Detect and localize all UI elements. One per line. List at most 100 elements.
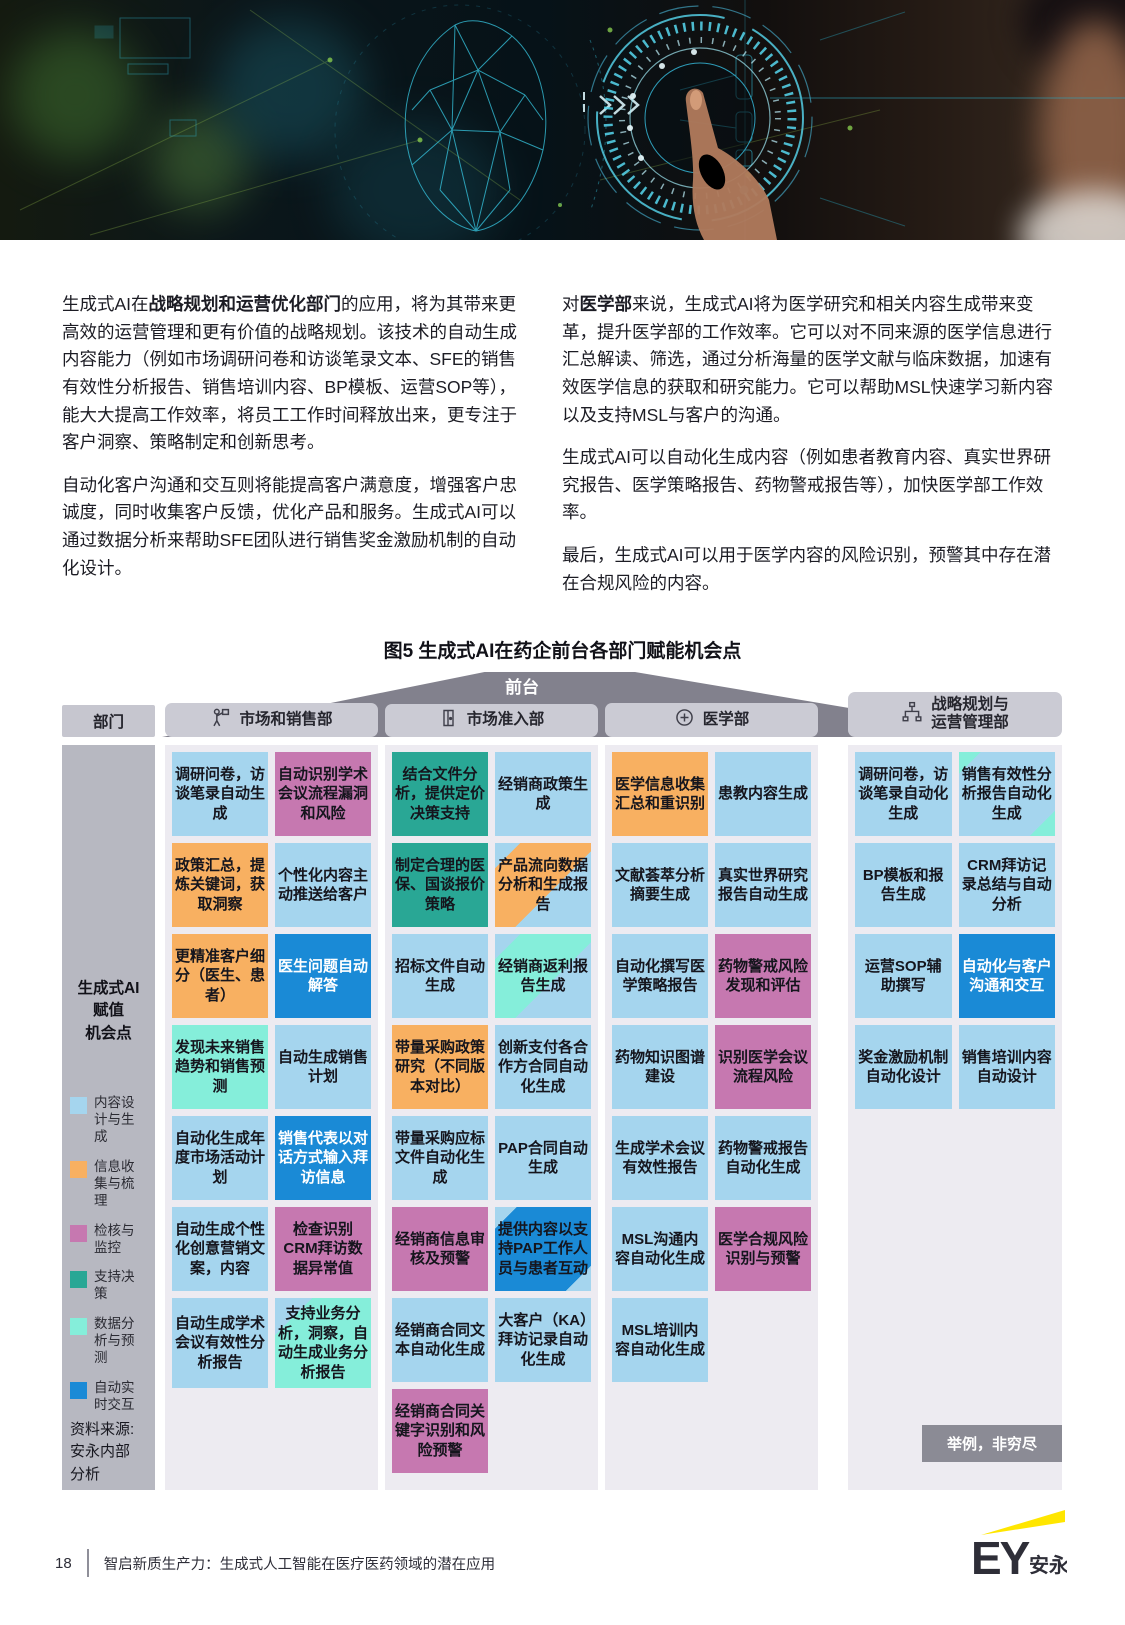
dept-column-header-cell: 部门 xyxy=(62,705,155,737)
note-badge: 举例，非穷尽 xyxy=(921,1425,1062,1462)
legend-label: 自动实时交互 xyxy=(94,1379,135,1412)
opportunity-cell: PAP合同自动生成 xyxy=(495,1116,591,1200)
paragraph: 生成式AI可以自动化生成内容（例如患者教育内容、真实世界研究报告、医学策略报告、… xyxy=(562,447,1052,523)
bold-dept-name: 战略规划和运营优化部门 xyxy=(148,294,342,314)
presenter-icon xyxy=(210,707,231,733)
opportunity-cell: 结合文件分析，提供定价决策支持 xyxy=(392,752,488,836)
legend-item: 自动实时交互 xyxy=(70,1380,147,1414)
figure-diagram: 前台 部门 市场和销售部 市场准入部 医学部 战略规划与 运营管理部 生成式AI 赋值 … xyxy=(62,672,1062,1490)
bold-dept-name: 医学部 xyxy=(579,294,633,314)
opportunity-cell: 提供内容以支持PAP工作人员与患者互动 xyxy=(495,1207,591,1291)
opportunity-cell: 销售培训内容自动设计 xyxy=(958,1025,1055,1109)
dept-tab-label: 医学部 xyxy=(702,710,750,728)
opportunity-cell: 自动生成学术会议有效性分析报告 xyxy=(172,1298,268,1388)
paragraph: 自动化客户沟通和交互则将能提高客户满意度，增强客户忠诚度，同时收集客户反馈，优化… xyxy=(62,474,517,578)
opportunity-cell: 药物警戒风险发现和评估 xyxy=(715,934,811,1018)
opportunity-cell: 药物警戒报告自动化生成 xyxy=(715,1116,811,1200)
sidebar: 生成式AI 赋值 机会点 内容设计与生成 信息收集与梳理 检核与监控 支持决策 数据分析… xyxy=(62,745,155,1490)
hero-image xyxy=(0,0,1125,240)
legend-item: 数据分析与预测 xyxy=(70,1316,147,1367)
chevron-arrows-icon xyxy=(583,92,640,115)
teal-bokeh xyxy=(330,120,500,240)
paragraph: 最后，生成式AI可以用于医学内容的风险识别，预警其中存在潜在合规风险的内容。 xyxy=(562,545,1052,593)
opportunity-cell: 生成学术会议有效性报告 xyxy=(612,1116,708,1200)
ey-logo: EY 安永 xyxy=(955,1508,1069,1587)
legend-label: 内容设计与生成 xyxy=(94,1095,135,1145)
hero-lineart xyxy=(19,0,1125,240)
legend-label: 信息收集与梳理 xyxy=(94,1159,135,1208)
opportunity-cell: 自动化生成年度市场活动计划 xyxy=(172,1116,268,1200)
opportunity-cell: 经销商返利报告生成 xyxy=(495,934,591,1018)
legend-swatch xyxy=(70,1224,87,1242)
ey-beam-icon xyxy=(981,1510,1065,1535)
opportunity-cell: 政策汇总，提炼关键词，获取洞察 xyxy=(172,843,268,927)
opportunity-cell: BP模板和报告生成 xyxy=(855,843,952,927)
front-office-label: 前台 xyxy=(505,678,539,697)
dept-tab-label: 市场和销售部 xyxy=(239,710,333,728)
paragraph: 生成式AI在战略规划和运营优化部门的应用，将为其带来更高效的运营管理和更有价值的… xyxy=(62,294,517,453)
diagram-body: 生成式AI 赋值 机会点 内容设计与生成 信息收集与梳理 检核与监控 支持决策 数据分析… xyxy=(62,745,1062,1490)
opportunity-cell: 运营SOP辅助撰写 xyxy=(855,934,952,1018)
legend-label: 数据分析与预测 xyxy=(94,1316,135,1365)
opportunity-cell: 文献荟萃分析摘要生成 xyxy=(612,843,708,927)
opportunity-cell: 患教内容生成 xyxy=(715,752,811,836)
opportunity-cell: 调研问卷，访谈笔录自动化生成 xyxy=(855,752,952,836)
door-icon xyxy=(439,708,459,733)
dept-tab-4: 战略规划与 运营管理部 xyxy=(848,691,1062,737)
medical-cross-icon xyxy=(674,707,695,733)
dept-strip-1: 调研问卷，访谈笔录自动生成 自动识别学术会议流程漏洞和风险 政策汇总，提炼关键词，获… xyxy=(165,745,378,1490)
dept-tab-label: 市场准入部 xyxy=(466,711,545,729)
opportunity-cell: 医学合规风险识别与预警 xyxy=(715,1207,811,1291)
opportunity-cell: 药物知识图谱建设 xyxy=(612,1025,708,1109)
opportunity-cell: 产品流向数据分析和生成报告 xyxy=(495,843,591,927)
empty-cell xyxy=(495,1389,591,1473)
green-bokeh xyxy=(150,110,250,210)
dept-tab-3: 医学部 xyxy=(605,703,818,737)
opportunity-cell: 自动生成个性化创意营销文案，内容 xyxy=(172,1207,268,1291)
opportunity-cell: 销售有效性分析报告自动化生成 xyxy=(958,752,1055,836)
opportunity-cell: 销售代表以对话方式输入拜访信息 xyxy=(275,1116,371,1200)
opportunity-cell: 经销商信息审核及预警 xyxy=(392,1207,488,1291)
opportunity-cell: 创新支付各合作方合同自动化生成 xyxy=(495,1025,591,1109)
legend-swatch xyxy=(70,1161,87,1179)
ey-logo-cn: 安永 xyxy=(1029,1553,1067,1577)
ey-logo-text: EY xyxy=(971,1532,1030,1582)
sidebar-title: 生成式AI 赋值 机会点 xyxy=(77,980,140,1042)
opportunity-cell: 个性化内容主动推送给客户 xyxy=(275,843,371,927)
teal-bokeh xyxy=(215,20,365,160)
intro-right-column: 对医学部来说，生成式AI将为医学研究和相关内容生成带来变革，提升医学部的工作效率… xyxy=(562,291,1066,612)
opportunity-cell: 医学信息收集汇总和重识别 xyxy=(612,752,708,836)
legend-swatch xyxy=(70,1097,87,1115)
opportunity-cell: 识别医学会议流程风险 xyxy=(715,1025,811,1109)
opportunity-cell: 经销商政策生成 xyxy=(495,752,591,836)
empty-cell xyxy=(715,1298,811,1382)
opportunity-cell: 自动化撰写医学策略报告 xyxy=(612,934,708,1018)
opportunity-cell: 自动识别学术会议流程漏洞和风险 xyxy=(275,752,371,836)
dept-strip-3: 医学信息收集汇总和重识别 患教内容生成 文献荟萃分析摘要生成 真实世界研究报告自动生成… xyxy=(605,745,818,1490)
footer-title: 智启新质生产力：生成式人工智能在医疗医药领域的潜在应用 xyxy=(103,1556,496,1573)
opportunity-cell: 真实世界研究报告自动生成 xyxy=(715,843,811,927)
opportunity-cell: 经销商合同文本自动化生成 xyxy=(392,1298,488,1382)
opportunity-cell: 制定合理的医保、国谈报价策略 xyxy=(392,843,488,927)
opportunity-cell: 自动化与客户沟通和交互 xyxy=(958,934,1055,1018)
footer-divider xyxy=(86,1549,89,1577)
opportunity-cell: 招标文件自动生成 xyxy=(392,934,488,1018)
opportunity-cell: 发现未来销售趋势和销售预测 xyxy=(172,1025,268,1109)
opportunity-cell: 调研问卷，访谈笔录自动生成 xyxy=(172,752,268,836)
opportunity-cell: MSL沟通内容自动化生成 xyxy=(612,1207,708,1291)
intro-left-column: 生成式AI在战略规划和运营优化部门的应用，将为其带来更高效的运营管理和更有价值的… xyxy=(62,291,522,597)
legend-item: 支持决策 xyxy=(70,1269,147,1303)
dept-tab-label: 战略规划与 运营管理部 xyxy=(931,695,1009,732)
opportunity-cell: 经销商合同关键字识别和风险预警 xyxy=(392,1389,488,1473)
opportunity-cell: 带量采购政策研究（不同版本对比） xyxy=(392,1025,488,1109)
org-chart-icon xyxy=(901,701,923,728)
paragraph: 对医学部来说，生成式AI将为医学研究和相关内容生成带来变革，提升医学部的工作效率… xyxy=(562,294,1053,425)
page-number: 18 xyxy=(55,1554,72,1572)
legend-swatch xyxy=(70,1318,87,1336)
footer: 18 智启新质生产力：生成式人工智能在医疗医药领域的潜在应用 xyxy=(55,1549,495,1577)
dept-tab-1: 市场和销售部 xyxy=(165,703,378,737)
legend-swatch xyxy=(70,1271,87,1289)
opportunity-cell: 奖金激励机制自动化设计 xyxy=(855,1025,952,1109)
opportunity-cell: 大客户（KA）拜访记录自动化生成 xyxy=(495,1298,591,1382)
opportunity-cell: 更精准客户细分（医生、患者） xyxy=(172,934,268,1018)
